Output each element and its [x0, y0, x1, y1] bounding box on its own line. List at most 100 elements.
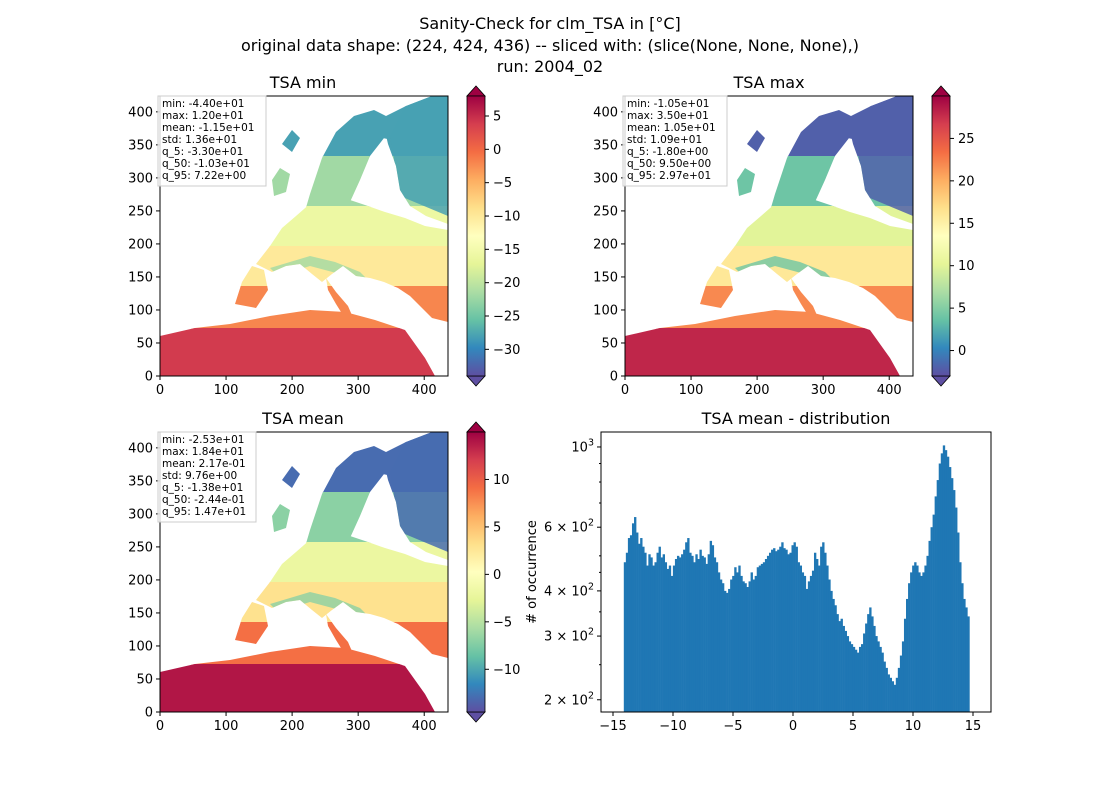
colorbar-tick-label: −10 [493, 663, 520, 678]
map-mountains [270, 592, 370, 618]
stat-line: min: -1.05e+01 [627, 98, 709, 110]
colorbar-tick-label: −25 [493, 310, 520, 325]
histogram-bar [728, 588, 731, 712]
histogram-bars [623, 445, 970, 712]
y-tick-label: 200 [128, 573, 153, 588]
colorbar-gradient [466, 431, 486, 713]
histogram-bar [908, 583, 911, 712]
histogram-bar [740, 575, 743, 712]
histogram-bar [930, 527, 933, 712]
histogram-bar [785, 549, 788, 712]
histogram-bar [805, 588, 809, 712]
map-cold-region [855, 96, 913, 216]
map-panel-max: TSA max 0 100 200 300 4000501001502002503003… [593, 73, 974, 398]
x-tick-label: 400 [412, 383, 437, 398]
histogram-bar [822, 542, 825, 712]
histogram-bar [756, 567, 760, 712]
histogram-bar [683, 549, 686, 712]
histogram-bar [848, 641, 852, 712]
histogram-bar [846, 636, 850, 712]
histogram-bar [879, 646, 882, 712]
colorbar-tick-label: 5 [958, 302, 966, 317]
histogram-bar [787, 554, 790, 712]
histogram-bar [744, 583, 747, 712]
stat-line: max: 1.84e+01 [162, 446, 244, 458]
histogram-bar [830, 590, 833, 712]
histogram-bar [858, 646, 862, 712]
histogram-bar [681, 554, 684, 712]
histogram-bar [940, 453, 944, 712]
stat-line: q_5: -1.80e+00 [627, 146, 708, 158]
y-tick-label: 300 [128, 171, 153, 186]
map-band [160, 328, 448, 376]
colorbar-gradient [931, 95, 951, 377]
histogram-bar [893, 684, 897, 712]
histogram-bar [863, 633, 866, 712]
histogram-bar [824, 552, 827, 712]
histogram-bar [836, 614, 839, 712]
histogram-x-tick-label: −5 [723, 719, 742, 734]
histogram-axis-ticks: −15 −10 −5 0 5 10 15 2 × 102 3 × 102 4 × 102 6 × 1… [544, 437, 981, 734]
stat-line: std: 1.09e+01 [627, 134, 702, 146]
y-tick-label: 300 [128, 507, 153, 522]
y-tick-label: 250 [593, 204, 618, 219]
histogram-bar [631, 523, 635, 712]
histogram-x-tick-label: 5 [849, 719, 857, 734]
histogram-bar [685, 542, 688, 712]
stats-box-bg-mean [157, 431, 257, 523]
histogram-bar [944, 450, 948, 712]
histogram-bar [918, 572, 921, 712]
histogram-bar [889, 677, 892, 712]
colorbar-tick-label: −5 [493, 176, 512, 191]
stat-line: min: -4.40e+01 [162, 98, 244, 110]
histogram-bar [965, 607, 968, 712]
histogram-bar [928, 540, 931, 712]
map-panel-mean: TSA mean 0 100 200 300 400050100150200250300… [128, 409, 520, 734]
histogram-bar [856, 652, 860, 712]
histogram-bar [924, 565, 927, 712]
map-band [625, 286, 913, 329]
histogram-bar [895, 677, 899, 712]
histogram-bar [901, 641, 905, 712]
histogram-bar [871, 616, 874, 712]
histogram-x-tick-label: 10 [905, 719, 922, 734]
x-tick-label: 400 [877, 383, 902, 398]
y-tick-label: 350 [128, 138, 153, 153]
histogram-bar [883, 661, 886, 712]
colorbar-tick-label: 5 [493, 520, 501, 535]
y-tick-label: 50 [136, 672, 153, 687]
histogram-bar [807, 581, 811, 712]
colorbar-tick-label: 10 [493, 473, 510, 488]
histogram-bar [711, 545, 715, 712]
histogram-bar [709, 540, 713, 712]
stat-line: max: 1.20e+01 [162, 110, 244, 122]
histogram-bar [660, 557, 663, 712]
histogram-y-tick-label: 6 × 102 [544, 518, 594, 536]
colorbar-extend-min [466, 375, 486, 387]
stats-box-bg-max [622, 95, 728, 187]
histogram-bar [642, 546, 645, 712]
stat-line: q_5: -3.30e+01 [162, 146, 243, 158]
colorbar-extend-min [466, 711, 486, 723]
y-tick-label: 250 [128, 540, 153, 555]
histogram-bar [750, 572, 753, 712]
map-frame-max [624, 95, 914, 377]
map-mountains [270, 256, 370, 282]
stats-box-min: min: -4.40e+01 max: 1.20e+01 mean: -1.15… [157, 95, 267, 187]
histogram-bar [820, 546, 823, 712]
histogram-bar [926, 555, 929, 712]
histogram-bar [636, 532, 639, 712]
map-axis-ticks-max: 0 100 200 300 400 0 50 100 150 200 250 300 350 400 [593, 105, 901, 398]
histogram-bar [791, 545, 794, 712]
colorbar-extend-max [466, 421, 486, 433]
map-title-mean: TSA mean [261, 409, 344, 428]
map-panel-min: TSA min 0 100 200 300 4000501001502002503003… [128, 73, 520, 398]
colorbar-extend-max [466, 85, 486, 97]
stats-box-bg-min [157, 95, 267, 187]
stat-line: q_50: -1.03e+01 [162, 158, 250, 170]
histogram-x-tick-label: −10 [659, 719, 686, 734]
histogram-bar [754, 575, 758, 712]
y-tick-label: 350 [128, 474, 153, 489]
histogram-y-tick-label: 103 [571, 437, 594, 455]
histogram-bar [748, 581, 751, 712]
